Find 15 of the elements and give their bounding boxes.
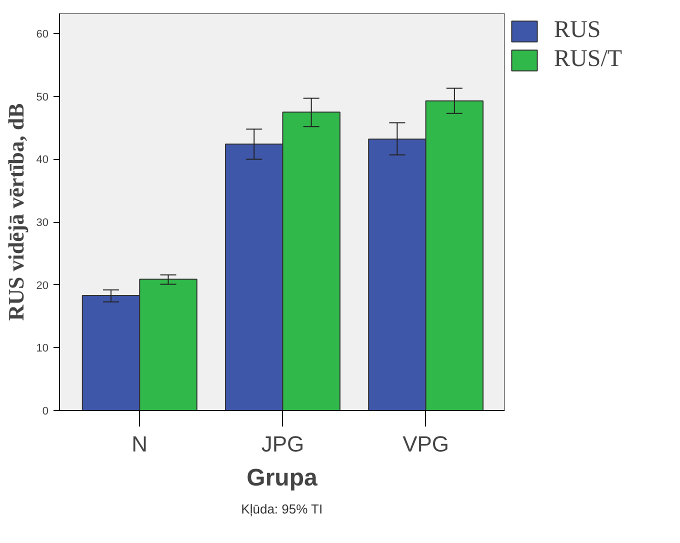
- y-tick-label: 10: [36, 342, 49, 355]
- legend-label: RUS: [554, 17, 601, 44]
- y-tick-label: 50: [36, 91, 49, 104]
- y-tick-label: 20: [36, 280, 49, 292]
- y-tick-label: 40: [36, 154, 49, 166]
- y-tick-label: 0: [42, 406, 49, 418]
- x-tick-label: JPG: [261, 432, 304, 456]
- y-axis-title: RUS vidējā vērtība, dB: [3, 102, 28, 321]
- x-axis-title: Grupa: [246, 464, 318, 492]
- legend-label: RUS/T: [554, 46, 622, 73]
- y-tick-label: 30: [36, 217, 49, 230]
- text: Kļūda: 95% TI: [241, 502, 323, 516]
- x-tick-label: VPG: [402, 432, 450, 456]
- y-tick-label: 60: [36, 28, 49, 41]
- x-tick-label: N: [132, 432, 148, 456]
